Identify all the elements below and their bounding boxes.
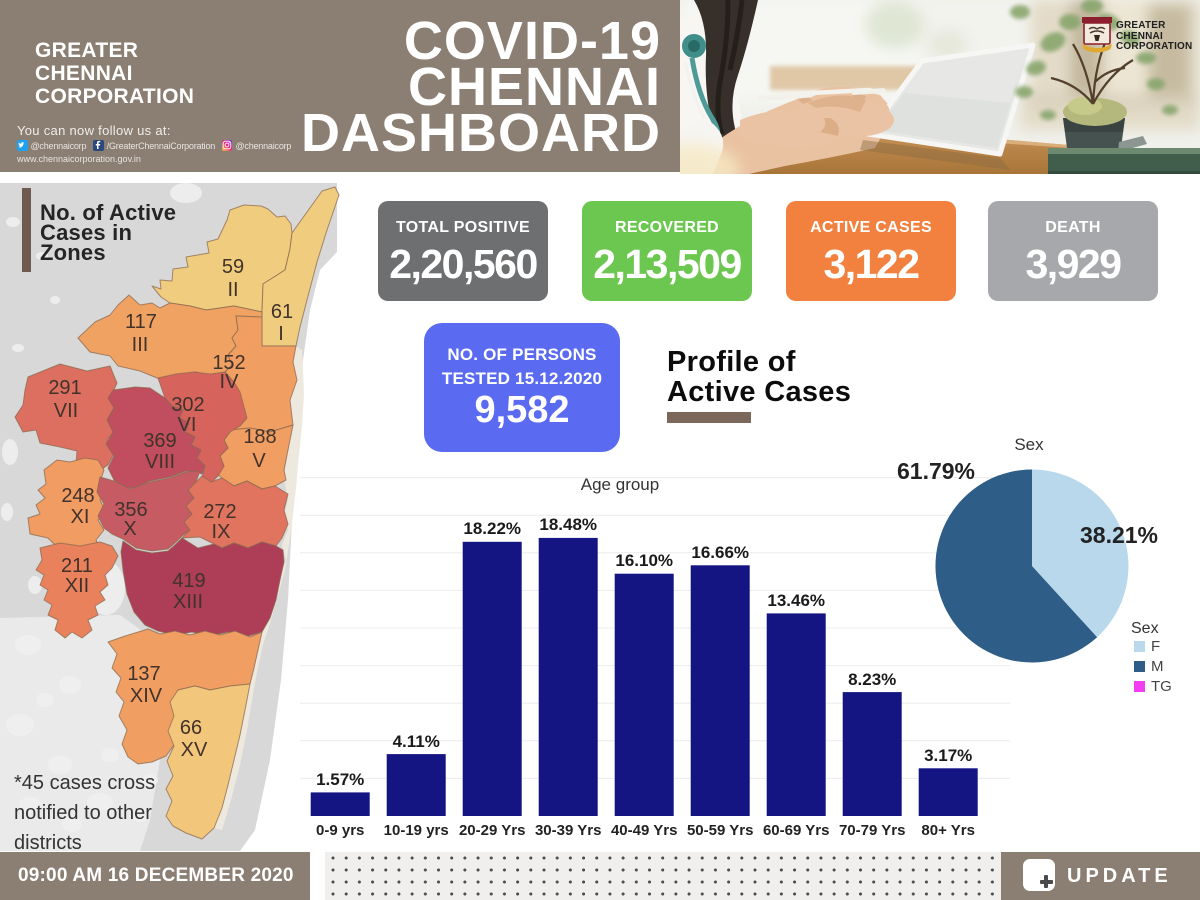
svg-text:188: 188 xyxy=(243,426,276,448)
svg-text:59: 59 xyxy=(222,256,244,278)
svg-text:XI: XI xyxy=(71,506,90,528)
svg-text:137: 137 xyxy=(127,663,160,685)
svg-text:30-39 Yrs: 30-39 Yrs xyxy=(535,822,601,839)
svg-text:III: III xyxy=(132,334,149,356)
svg-text:40-49 Yrs: 40-49 Yrs xyxy=(611,822,677,839)
svg-text:13.46%: 13.46% xyxy=(767,591,825,610)
svg-text:IV: IV xyxy=(220,371,240,393)
svg-text:20-29 Yrs: 20-29 Yrs xyxy=(459,822,525,839)
svg-text:X: X xyxy=(123,518,136,540)
svg-text:60-69 Yrs: 60-69 Yrs xyxy=(763,822,829,839)
svg-text:1.57%: 1.57% xyxy=(316,770,364,789)
svg-text:291: 291 xyxy=(48,377,81,399)
svg-text:302: 302 xyxy=(171,394,204,416)
svg-text:Age group: Age group xyxy=(581,475,659,494)
svg-text:369: 369 xyxy=(143,430,176,452)
svg-text:61.79%: 61.79% xyxy=(897,458,975,484)
svg-text:248: 248 xyxy=(61,485,94,507)
svg-text:XIII: XIII xyxy=(173,591,203,613)
svg-text:XIV: XIV xyxy=(130,685,163,707)
svg-text:38.21%: 38.21% xyxy=(1080,522,1158,548)
svg-text:M: M xyxy=(1151,658,1164,675)
svg-text:VI: VI xyxy=(178,414,197,436)
svg-text:0-9 yrs: 0-9 yrs xyxy=(316,822,364,839)
svg-text:Sex: Sex xyxy=(1014,435,1044,454)
svg-text:70-79 Yrs: 70-79 Yrs xyxy=(839,822,905,839)
svg-text:3.17%: 3.17% xyxy=(924,746,972,765)
svg-text:66: 66 xyxy=(180,717,202,739)
svg-text:8.23%: 8.23% xyxy=(848,670,896,689)
svg-text:80+ Yrs: 80+ Yrs xyxy=(921,822,975,839)
svg-text:152: 152 xyxy=(212,352,245,374)
svg-text:4.11%: 4.11% xyxy=(393,732,440,751)
svg-text:VII: VII xyxy=(54,400,78,422)
svg-text:II: II xyxy=(227,279,238,301)
svg-text:211: 211 xyxy=(61,555,93,577)
svg-text:16.66%: 16.66% xyxy=(691,543,749,562)
svg-text:F: F xyxy=(1151,638,1160,655)
svg-text:VIII: VIII xyxy=(145,451,175,473)
svg-text:Sex: Sex xyxy=(1131,620,1159,637)
svg-text:272: 272 xyxy=(203,501,236,523)
svg-text:TG: TG xyxy=(1151,678,1172,695)
svg-text:18.22%: 18.22% xyxy=(463,519,521,538)
svg-text:V: V xyxy=(252,450,266,472)
svg-text:117: 117 xyxy=(125,311,157,333)
svg-text:I: I xyxy=(278,323,284,345)
svg-text:356: 356 xyxy=(114,499,147,521)
svg-text:XV: XV xyxy=(181,739,208,761)
svg-text:16.10%: 16.10% xyxy=(615,551,673,570)
svg-text:61: 61 xyxy=(271,301,293,323)
svg-text:419: 419 xyxy=(172,570,205,592)
svg-text:10-19 yrs: 10-19 yrs xyxy=(384,822,449,839)
svg-text:18.48%: 18.48% xyxy=(539,515,597,534)
svg-text:50-59 Yrs: 50-59 Yrs xyxy=(687,822,753,839)
svg-text:XII: XII xyxy=(65,575,89,597)
svg-text:IX: IX xyxy=(212,521,231,543)
